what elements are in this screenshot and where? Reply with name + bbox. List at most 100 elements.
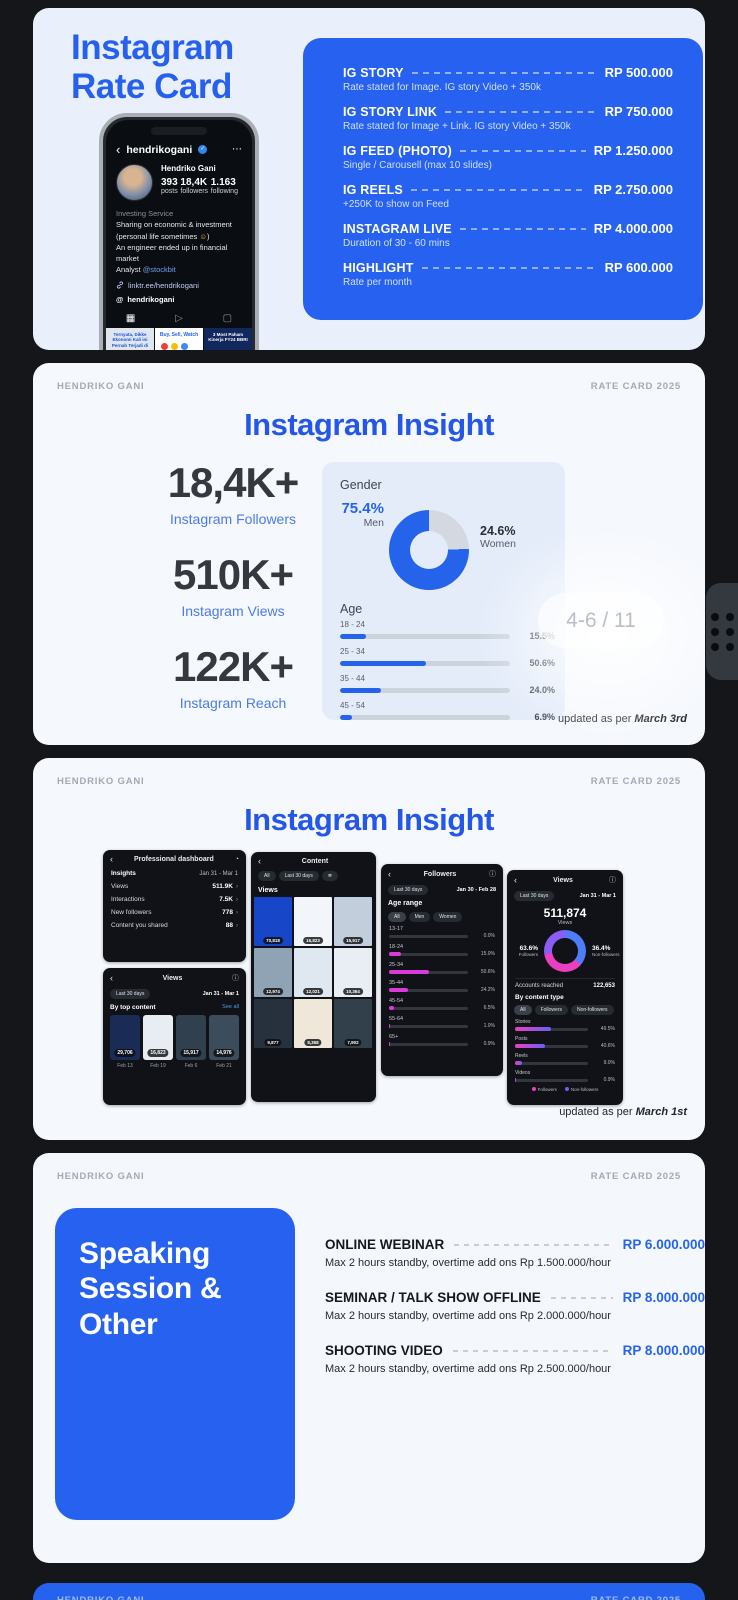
back-icon: ‹ [388,868,391,879]
pct-label: 49.5% [600,1026,615,1032]
rate-label: IG REELS [343,182,403,197]
age-bucket-label: 45-54 [389,998,404,1004]
slide-rate-card: Instagram Rate Card ‹ hendrikogani ✓ ⋯ H… [33,8,705,350]
tab-women: Women [433,912,463,922]
age-bar-row: 45 - 54 6.9% [340,701,555,722]
header-doc-title: RATE CARD 2025 [590,381,681,392]
rate-price: RP 500.000 [604,65,673,80]
updated-prefix: updated as per [559,1106,636,1118]
row-label: New followers [111,909,152,916]
tab-all: All [514,1005,532,1015]
rate-label: IG FEED (PHOTO) [343,143,453,158]
screenshot-professional-dashboard: ‹ Professional dashboard ◔ Insights Jan 31 … [103,850,246,962]
drag-dots-icon [711,612,737,651]
rate-row-seminar: SEMINAR / TALK SHOW OFFLINE RP 8.000.000 … [325,1290,705,1322]
view-count: 10,364 [343,988,363,995]
bar-fill [515,1078,516,1082]
content-grid: 70,818 16,823 15,917 12,974 12,021 10,36… [251,897,376,1048]
page-indicator: 4-6 / 11 [538,593,664,648]
speaking-rates: ONLINE WEBINAR RP 6.000.000 Max 2 hours s… [325,1237,705,1396]
stat-value: 510K+ [173,551,294,598]
age-bucket-label: 18-24 [389,944,404,950]
phone-mockup: ‹ hendrikogani ✓ ⋯ Hendriko Gani 393 pos… [99,113,259,350]
age-bucket-label: 35 - 44 [340,674,365,683]
date-range: Jan 31 - Mar 1 [199,870,238,877]
post-thumbnail-1: Ternyata, Dikke Ekonomi Kali ini Pernah … [106,327,154,350]
threads-handle: hendrikogani [127,294,175,304]
accounts-reached-label: Accounts reached [515,983,564,989]
smiley-icon: ☺ [199,231,208,241]
grid-tile: 7,902 [334,999,372,1048]
pct-label: 40.6% [600,1043,615,1049]
gender-chart-title: Gender [340,478,382,492]
slide-instagram-insight-stats: HENDRIKO GANI RATE CARD 2025 Instagram I… [33,363,705,745]
rate-label: ONLINE WEBINAR [325,1237,445,1252]
top-content-thumb: 15,917 [176,1015,206,1060]
rate-note: +250K to show on Feed [343,199,449,210]
content-type-label: Videos [515,1070,531,1076]
rate-row-ig-feed: IG FEED (PHOTO) RP 1.250.000 Single / Car… [343,143,673,171]
rate-row-ig-story-link: IG STORY LINK RP 750.000 Rate stated for … [343,104,673,132]
screen-title: Professional dashboard [134,856,214,863]
rate-price: RP 750.000 [604,104,673,119]
screen-title: Content [301,858,329,865]
chevron-right-icon: › [236,910,238,916]
view-count: 8,358 [304,1039,322,1046]
tagged-tab-icon: ▢ [222,312,233,324]
view-count: 70,818 [263,937,283,944]
filter-pill: Last 30 days [388,885,429,895]
slide1-title-line1: Instagram [71,28,234,67]
rate-price: RP 2.750.000 [593,182,673,197]
grid-tile: 15,917 [334,897,372,946]
scroll-drag-handle[interactable] [706,583,738,680]
follower-age-row: 35-44 24.2% [389,980,495,993]
slide-speaking-session: HENDRIKO GANI RATE CARD 2025 Speaking Se… [33,1153,705,1563]
ig-rates-card: IG STORY RP 500.000 Rate stated for Image… [303,38,703,320]
stat-label: Instagram Views [181,603,285,619]
followers-stat: 18,4K followers [180,177,208,195]
view-count: 9,877 [264,1039,282,1046]
thumb-date: Feb 13 [117,1063,133,1069]
bio-line-3-prefix: Analyst [116,265,143,275]
age-bucket-label: 35-44 [389,980,404,986]
dotted-leader [445,110,597,113]
tab-all: All [388,912,406,922]
stat-value: 18,4K+ [167,459,300,506]
grid-tile: 16,823 [294,897,332,946]
pct-label: 1.0% [483,1023,495,1029]
date-range: Jan 31 - Mar 1 [202,991,239,997]
bio-line-1-text: Sharing on economic & investment (person… [116,220,232,241]
pct-label: 24.2% [480,987,495,993]
dotted-leader [452,1349,613,1352]
content-type-label: Stories [515,1019,531,1025]
grid-tile: 12,021 [294,948,332,997]
post-2-caption: Buy, Sell, Watch [159,331,199,338]
stat-value: 122K+ [173,643,294,690]
age-bar-row: 35 - 44 24.0% [340,674,555,695]
screenshot-views-detail: ‹ Views ⓘ Last 30 days Jan 31 - Mar 1 511,8… [507,870,623,1105]
insight-stats: 18,4K+ Instagram Followers 510K+ Instagr… [103,459,363,735]
bar-fill [389,970,429,974]
filter-pill: Last 30 days [110,989,151,999]
follower-age-row: 25-34 50.6% [389,962,495,975]
grid-tile: 9,877 [254,999,292,1048]
row-label: Views [111,883,129,890]
bar-fill [389,952,401,956]
posts-count: 393 [161,177,178,188]
follower-age-row: 13-17 0.0% [389,926,495,939]
reels-tab-icon: ▷ [175,312,183,324]
filter-pill: All [258,871,276,881]
content-type-row: Posts 40.6% [515,1036,615,1049]
thumb-date: Feb 6 [184,1063,198,1069]
age-bucket-label: 13-17 [389,926,404,932]
followers-label: followers [180,188,209,195]
bio-line-3: Analyst @stockbit [116,264,242,275]
filter-pill: Last 30 days [278,871,319,881]
bar-fill [515,1027,552,1031]
following-count: 1.163 [210,177,236,188]
view-count: 16,823 [147,1049,169,1057]
instagram-profile-screenshot: ‹ hendrikogani ✓ ⋯ Hendriko Gani 393 pos… [106,120,252,350]
legend-followers: Followers [537,1087,557,1092]
men-pct: 75.4% [341,500,384,517]
